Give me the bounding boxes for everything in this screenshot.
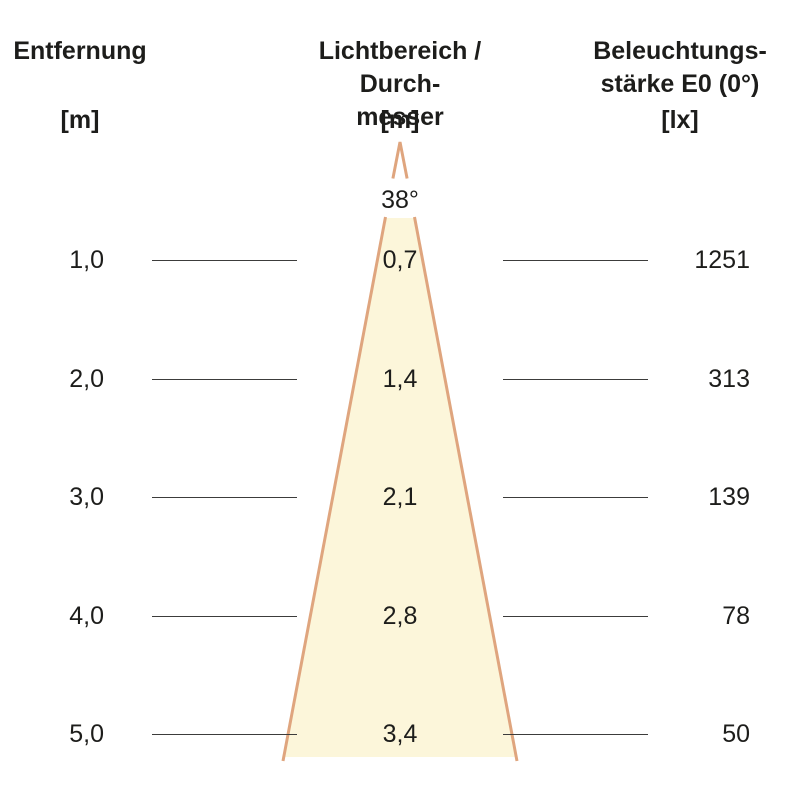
- guide-line-left: [152, 615, 297, 617]
- guide-line-right: [503, 378, 648, 380]
- distance-value: 4,0: [69, 602, 104, 630]
- beam-cone-fill: [283, 218, 517, 757]
- guide-line-left: [152, 259, 297, 261]
- beam-angle-label: 38°: [381, 186, 419, 214]
- guide-line-right: [503, 259, 648, 261]
- distance-column-title: Entfernung: [13, 37, 147, 65]
- diameter-column-title: Lichtbereich / Durch- messer: [318, 37, 482, 131]
- diameter-value: 2,1: [382, 483, 418, 511]
- guide-line-right: [503, 733, 648, 735]
- illuminance-column-title: Beleuchtungs- stärke E0 (0°): [593, 37, 767, 98]
- illuminance-value: 139: [708, 483, 750, 511]
- diameter-value: 0,7: [382, 246, 418, 274]
- beam-cone-left-edge: [281, 216, 387, 762]
- beam-cone-apex-outline: [391, 141, 409, 179]
- guide-line-right: [503, 496, 648, 498]
- distance-value: 2,0: [69, 365, 104, 393]
- diameter-value: 3,4: [382, 720, 418, 748]
- illuminance-value: 78: [722, 602, 750, 630]
- beam-cone-right-edge: [413, 216, 519, 762]
- diameter-column-unit: [m]: [380, 106, 420, 134]
- distance-value: 1,0: [69, 246, 104, 274]
- diameter-value: 2,8: [382, 602, 418, 630]
- illuminance-value: 313: [708, 365, 750, 393]
- distance-value: 5,0: [69, 720, 104, 748]
- guide-line-right: [503, 615, 648, 617]
- diameter-value: 1,4: [382, 365, 418, 393]
- distance-column-unit: [m]: [60, 106, 100, 134]
- distance-value: 3,0: [69, 483, 104, 511]
- guide-line-left: [152, 496, 297, 498]
- guide-line-left: [152, 733, 297, 735]
- illuminance-column-unit: [lx]: [661, 106, 699, 134]
- illuminance-value: 1251: [694, 246, 750, 274]
- guide-line-left: [152, 378, 297, 380]
- illuminance-value: 50: [722, 720, 750, 748]
